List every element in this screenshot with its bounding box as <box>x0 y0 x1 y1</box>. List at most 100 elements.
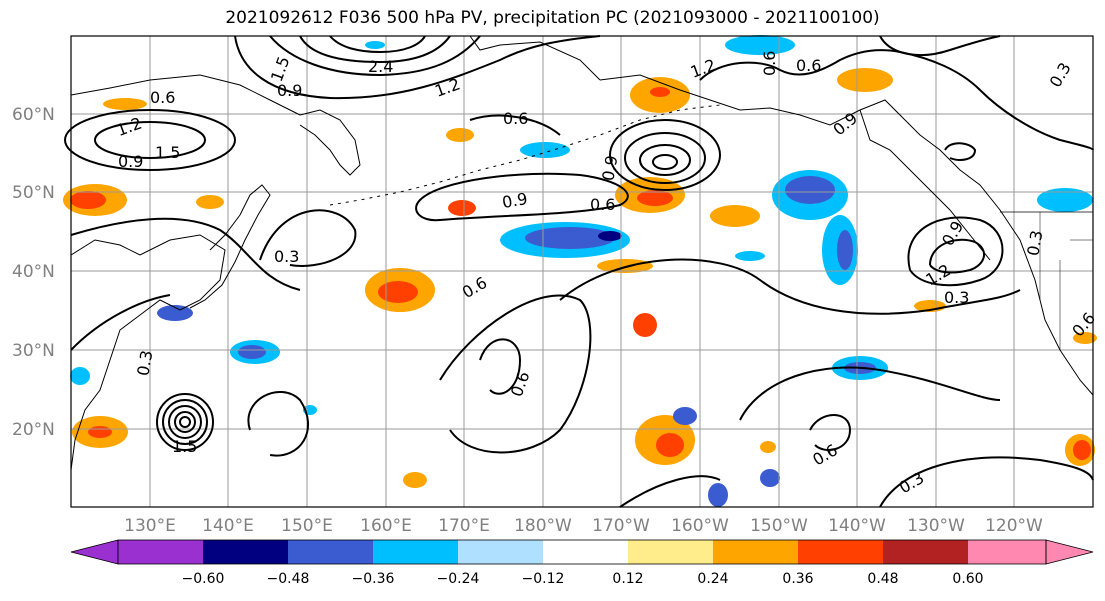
contour-label: 1.2 <box>432 74 462 101</box>
pv-contour <box>699 49 1094 151</box>
colorbar-label: −0.24 <box>437 571 480 587</box>
pv-contour <box>162 399 208 445</box>
contour-label: 0.3 <box>944 288 969 307</box>
colorbar-label: 0.48 <box>867 571 898 587</box>
precip-blob <box>378 281 418 303</box>
colorbar-frame <box>117 539 1047 565</box>
aleutian-chain <box>329 104 721 206</box>
colorbar-label: 0.36 <box>782 571 813 587</box>
precip-blob <box>735 251 765 261</box>
lat-label: 60°N <box>12 105 55 125</box>
bc-coastline <box>859 109 991 261</box>
pv-contour <box>624 132 706 184</box>
precip-blob <box>103 98 147 110</box>
latitude-labels: 60°N 50°N 40°N 30°N 20°N <box>12 105 55 440</box>
pv-contour <box>559 258 1021 315</box>
colorbar-segment <box>458 540 543 564</box>
lat-label: 20°N <box>12 420 55 440</box>
contour-label: 1.5 <box>172 437 197 456</box>
contour-label: 0.6 <box>760 51 779 76</box>
asia-coastline <box>70 234 226 471</box>
precip-blob <box>157 305 193 321</box>
colorbar-segment <box>798 540 883 564</box>
pv-contour <box>929 238 985 274</box>
contour-label: 0.3 <box>274 247 299 266</box>
pv-contour <box>259 209 357 267</box>
pv-contour <box>94 121 206 159</box>
colorbar-segment <box>628 540 713 564</box>
pv-contour <box>415 172 629 222</box>
arctic-coastline <box>469 35 601 81</box>
state-borders <box>1039 212 1093 350</box>
contour-label: 0.6 <box>507 369 534 399</box>
contour-label: 0.3 <box>896 468 928 497</box>
contour-label: 0.9 <box>118 152 143 171</box>
contour-label: 0.6 <box>503 109 528 128</box>
pv-contour <box>619 475 721 508</box>
map-title: 2021092612 F036 500 hPa PV, precipitatio… <box>225 8 880 28</box>
precip-blob <box>760 441 776 453</box>
precip-blob <box>760 469 780 487</box>
colorbar-label: −0.60 <box>182 571 225 587</box>
colorbar-segment <box>883 540 968 564</box>
contour-label: 0.9 <box>277 81 302 100</box>
precip-blob <box>448 200 476 216</box>
lon-label: 150°W <box>750 516 808 536</box>
coastlines <box>70 35 1094 471</box>
colorbar-label: −0.12 <box>522 571 565 587</box>
precip-blob <box>650 87 670 97</box>
lon-label: 140°W <box>828 516 886 536</box>
contour-label: 0.9 <box>829 108 861 139</box>
lon-label: 130°E <box>124 516 176 536</box>
longitude-labels: 130°E 140°E 150°E 160°E 170°E 180°W 170°… <box>124 516 1043 536</box>
contour-label: 1.5 <box>267 54 294 84</box>
lat-label: 50°N <box>12 183 55 203</box>
pv-contour <box>879 456 1094 508</box>
map-gridlines <box>71 36 1093 507</box>
precip-blob <box>708 483 728 507</box>
japan-coastline <box>189 184 271 309</box>
pv-contour <box>907 216 1004 287</box>
precip-blob <box>673 407 697 425</box>
pv-contour <box>639 144 691 176</box>
kamchatka-coastline <box>299 109 361 176</box>
colorbar-segment <box>288 540 373 564</box>
precip-blob <box>520 142 570 158</box>
colorbar-segment <box>713 540 798 564</box>
contour-label: 0.3 <box>1046 59 1075 91</box>
contour-label: 0.6 <box>809 440 841 469</box>
colorbar-segment <box>968 540 1046 564</box>
precip-blob <box>637 190 673 206</box>
colorbar-label: 0.60 <box>952 571 983 587</box>
map-frame <box>70 35 1094 508</box>
contour-label: 0.9 <box>598 154 621 182</box>
precip-blob <box>1073 440 1091 460</box>
pv-contour <box>156 393 214 451</box>
lon-label: 170°W <box>592 516 650 536</box>
pv-contour <box>174 411 196 433</box>
precip-blob <box>70 191 106 209</box>
pv-contour <box>70 217 301 291</box>
precip-blob <box>446 128 474 142</box>
precip-blob <box>785 176 835 204</box>
precip-shading <box>63 35 1097 507</box>
pv-contour <box>652 154 678 170</box>
lat-label: 30°N <box>12 341 55 361</box>
contour-label: 0.3 <box>133 349 156 377</box>
precip-blob <box>837 230 853 270</box>
contour-label: 0.6 <box>590 195 615 214</box>
lat-label: 40°N <box>12 262 55 282</box>
pv-contour <box>70 294 171 351</box>
lon-label: 160°E <box>360 516 412 536</box>
pv-contour <box>269 35 481 77</box>
pv-contour <box>168 405 202 439</box>
colorbar-label: −0.36 <box>352 571 395 587</box>
contour-label: 1.5 <box>155 143 180 162</box>
lon-label: 170°E <box>438 516 490 536</box>
lon-label: 180°W <box>514 516 572 536</box>
contour-label: 2.4 <box>368 57 393 76</box>
pv-contour <box>609 119 721 191</box>
pv-contour <box>64 109 236 171</box>
pv-contour <box>739 366 1001 421</box>
colorbar-segment <box>543 540 628 564</box>
